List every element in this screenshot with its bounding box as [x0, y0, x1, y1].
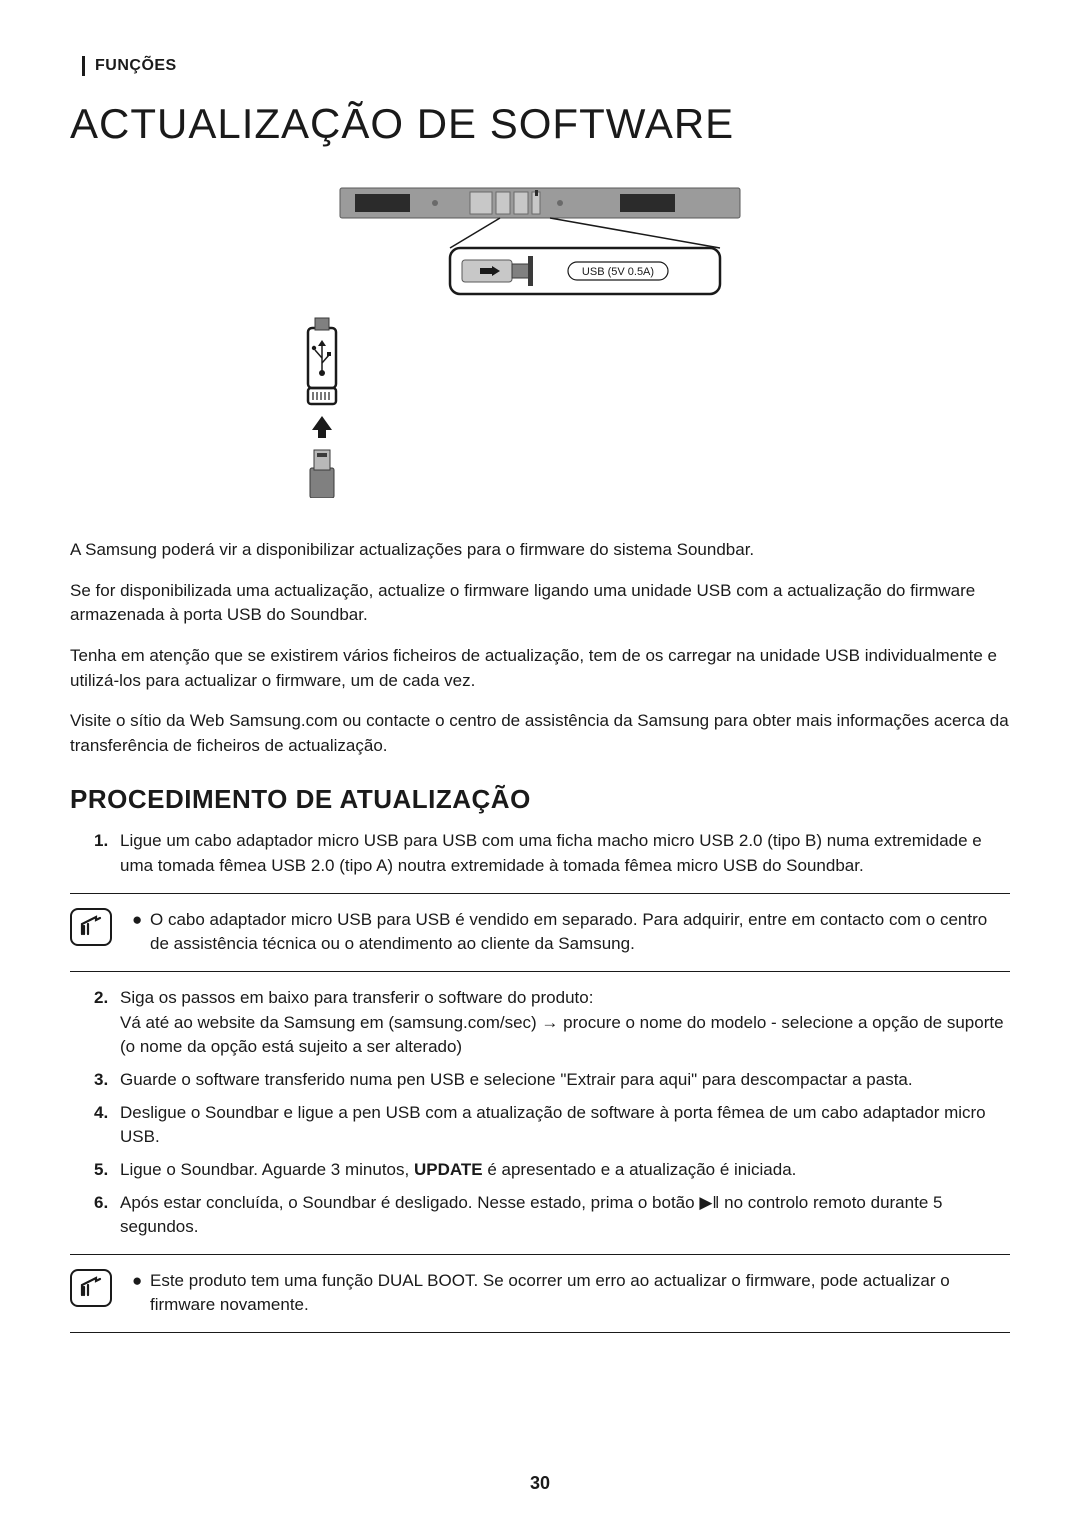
paragraph-3: Tenha em atenção que se existirem vários… [70, 644, 1010, 693]
step-text: Guarde o software transferido numa pen U… [120, 1068, 1010, 1093]
steps-list-1: 1. Ligue um cabo adaptador micro USB par… [70, 829, 1010, 878]
step-number: 6. [94, 1191, 120, 1240]
note-2: ●Este produto tem uma função DUAL BOOT. … [70, 1254, 1010, 1333]
page: FUNÇÕES ACTUALIZAÇÃO DE SOFTWARE [0, 0, 1080, 1532]
note-1: ●O cabo adaptador micro USB para USB é v… [70, 893, 1010, 972]
step-6: 6. Após estar concluída, o Soundbar é de… [94, 1191, 1010, 1240]
play-pause-icon: ▶ǁ [699, 1193, 719, 1212]
step-5: 5. Ligue o Soundbar. Aguarde 3 minutos, … [94, 1158, 1010, 1183]
step-text: Após estar concluída, o Soundbar é desli… [120, 1191, 1010, 1240]
usb-port-label: USB (5V 0.5A) [582, 266, 654, 278]
step-text: Ligue um cabo adaptador micro USB para U… [120, 829, 1010, 878]
step-1: 1. Ligue um cabo adaptador micro USB par… [94, 829, 1010, 878]
step-number: 5. [94, 1158, 120, 1183]
note-text: ●Este produto tem uma função DUAL BOOT. … [132, 1269, 1010, 1318]
soundbar-diagram: USB (5V 0.5A) [300, 178, 780, 498]
step-number: 3. [94, 1068, 120, 1093]
paragraph-4: Visite o sítio da Web Samsung.com ou con… [70, 709, 1010, 758]
step-text: Ligue o Soundbar. Aguarde 3 minutos, UPD… [120, 1158, 1010, 1183]
procedure-heading: PROCEDIMENTO DE ATUALIZAÇÃO [70, 784, 1010, 815]
steps-list-2: 2. Siga os passos em baixo para transfer… [70, 986, 1010, 1240]
paragraph-2: Se for disponibilizada uma actualização,… [70, 579, 1010, 628]
note-icon [70, 1269, 112, 1307]
step-number: 2. [94, 986, 120, 1060]
note-text: ●O cabo adaptador micro USB para USB é v… [132, 908, 1010, 957]
step-3: 3. Guarde o software transferido numa pe… [94, 1068, 1010, 1093]
note-icon [70, 908, 112, 946]
step-2: 2. Siga os passos em baixo para transfer… [94, 986, 1010, 1060]
step-text: Siga os passos em baixo para transferir … [120, 986, 1010, 1060]
step-4: 4. Desligue o Soundbar e ligue a pen USB… [94, 1101, 1010, 1150]
page-number: 30 [0, 1473, 1080, 1494]
page-title: ACTUALIZAÇÃO DE SOFTWARE [70, 100, 1010, 148]
paragraph-1: A Samsung poderá vir a disponibilizar ac… [70, 538, 1010, 563]
step-text: Desligue o Soundbar e ligue a pen USB co… [120, 1101, 1010, 1150]
step-number: 1. [94, 829, 120, 878]
step-number: 4. [94, 1101, 120, 1150]
intro-paragraphs: A Samsung poderá vir a disponibilizar ac… [70, 538, 1010, 758]
section-label: FUNÇÕES [82, 56, 1010, 76]
diagram: USB (5V 0.5A) [70, 178, 1010, 498]
